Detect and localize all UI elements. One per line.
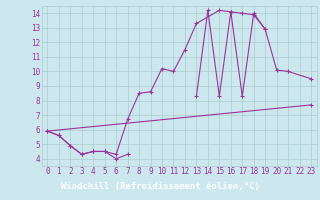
- Text: Windchill (Refroidissement éolien,°C): Windchill (Refroidissement éolien,°C): [60, 182, 260, 192]
